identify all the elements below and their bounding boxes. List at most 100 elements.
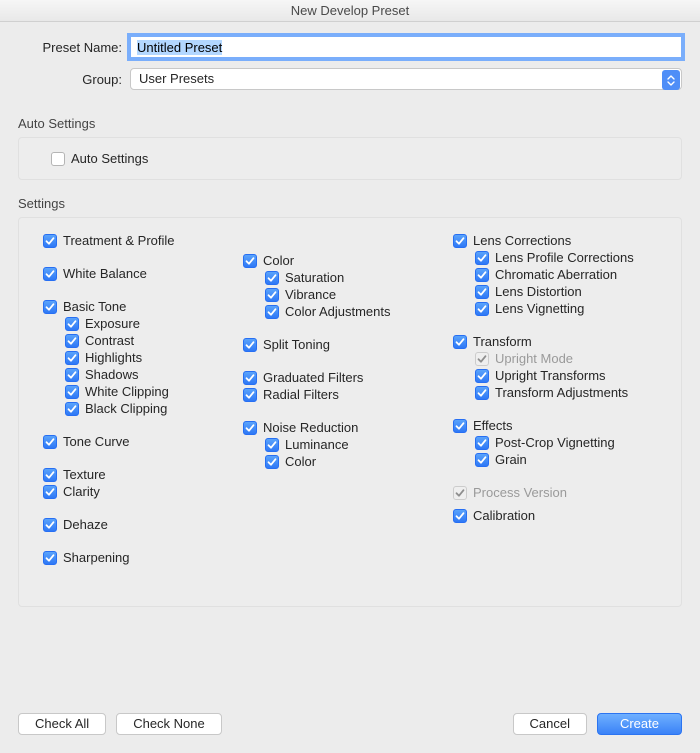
checkbox-row-black_clipping[interactable]: Black Clipping: [43, 400, 243, 417]
spacer: [453, 468, 673, 484]
checkbox-row-radial_filters[interactable]: Radial Filters: [243, 386, 453, 403]
checkbox-exposure[interactable]: [65, 317, 79, 331]
checkbox-row-upright_mode: Upright Mode: [453, 350, 673, 367]
auto-settings-checkbox[interactable]: [51, 152, 65, 166]
checkbox-noise_reduction[interactable]: [243, 421, 257, 435]
checkbox-row-exposure[interactable]: Exposure: [43, 315, 243, 332]
checkbox-row-contrast[interactable]: Contrast: [43, 332, 243, 349]
checkbox-row-calibration[interactable]: Calibration: [453, 507, 673, 524]
checkbox-row-color[interactable]: Color: [243, 252, 453, 269]
checkbox-sharpening[interactable]: [43, 551, 57, 565]
checkbox-basic_tone[interactable]: [43, 300, 57, 314]
settings-column-3: Lens CorrectionsLens Profile Corrections…: [453, 232, 673, 524]
checkbox-saturation[interactable]: [265, 271, 279, 285]
checkbox-lens_profile_corrections[interactable]: [475, 251, 489, 265]
checkbox-label-noise_reduction: Noise Reduction: [263, 419, 358, 436]
checkbox-row-highlights[interactable]: Highlights: [43, 349, 243, 366]
checkbox-label-tone_curve: Tone Curve: [63, 433, 129, 450]
checkbox-lens_distortion[interactable]: [475, 285, 489, 299]
checkbox-row-texture[interactable]: Texture: [43, 466, 243, 483]
checkbox-row-transform_adjustments[interactable]: Transform Adjustments: [453, 384, 673, 401]
group-select[interactable]: User Presets: [130, 68, 682, 90]
checkbox-contrast[interactable]: [65, 334, 79, 348]
spacer: [43, 282, 243, 298]
checkbox-row-post_crop_vignetting[interactable]: Post-Crop Vignetting: [453, 434, 673, 451]
checkbox-grain[interactable]: [475, 453, 489, 467]
checkbox-row-noise_reduction[interactable]: Noise Reduction: [243, 419, 453, 436]
preset-name-input[interactable]: [130, 36, 682, 58]
checkbox-post_crop_vignetting[interactable]: [475, 436, 489, 450]
auto-settings-checkbox-row[interactable]: Auto Settings: [51, 150, 681, 167]
checkbox-black_clipping[interactable]: [65, 402, 79, 416]
checkbox-row-dehaze[interactable]: Dehaze: [43, 516, 243, 533]
checkbox-transform[interactable]: [453, 335, 467, 349]
checkbox-treatment_profile[interactable]: [43, 234, 57, 248]
checkbox-row-sharpening[interactable]: Sharpening: [43, 549, 243, 566]
checkbox-vibrance[interactable]: [265, 288, 279, 302]
checkbox-calibration[interactable]: [453, 509, 467, 523]
checkbox-row-saturation[interactable]: Saturation: [243, 269, 453, 286]
checkbox-label-lens_vignetting: Lens Vignetting: [495, 300, 584, 317]
checkbox-texture[interactable]: [43, 468, 57, 482]
checkbox-upright_transforms[interactable]: [475, 369, 489, 383]
check-none-button[interactable]: Check None: [116, 713, 222, 735]
checkbox-row-transform[interactable]: Transform: [453, 333, 673, 350]
checkbox-row-clarity[interactable]: Clarity: [43, 483, 243, 500]
checkbox-effects[interactable]: [453, 419, 467, 433]
cancel-button[interactable]: Cancel: [513, 713, 587, 735]
checkbox-row-basic_tone[interactable]: Basic Tone: [43, 298, 243, 315]
checkbox-nr_color[interactable]: [265, 455, 279, 469]
checkbox-color_adjustments[interactable]: [265, 305, 279, 319]
settings-heading: Settings: [18, 196, 682, 211]
checkbox-clarity[interactable]: [43, 485, 57, 499]
checkbox-row-grain[interactable]: Grain: [453, 451, 673, 468]
checkbox-radial_filters[interactable]: [243, 388, 257, 402]
checkbox-label-graduated_filters: Graduated Filters: [263, 369, 363, 386]
checkbox-highlights[interactable]: [65, 351, 79, 365]
checkbox-row-nr_luminance[interactable]: Luminance: [243, 436, 453, 453]
check-all-button[interactable]: Check All: [18, 713, 106, 735]
checkbox-shadows[interactable]: [65, 368, 79, 382]
checkbox-row-split_toning[interactable]: Split Toning: [243, 336, 453, 353]
checkbox-white_balance[interactable]: [43, 267, 57, 281]
checkbox-color[interactable]: [243, 254, 257, 268]
settings-group: Settings Treatment & Profile White Balanc…: [18, 196, 682, 607]
checkbox-label-effects: Effects: [473, 417, 513, 434]
checkbox-transform_adjustments[interactable]: [475, 386, 489, 400]
checkbox-row-chromatic_aberration[interactable]: Chromatic Aberration: [453, 266, 673, 283]
checkbox-upright_mode: [475, 352, 489, 366]
checkbox-tone_curve[interactable]: [43, 435, 57, 449]
checkbox-label-black_clipping: Black Clipping: [85, 400, 167, 417]
checkbox-dehaze[interactable]: [43, 518, 57, 532]
checkbox-label-white_balance: White Balance: [63, 265, 147, 282]
auto-settings-panel: Auto Settings: [18, 137, 682, 180]
checkbox-chromatic_aberration[interactable]: [475, 268, 489, 282]
checkbox-row-white_clipping[interactable]: White Clipping: [43, 383, 243, 400]
checkbox-row-nr_color[interactable]: Color: [243, 453, 453, 470]
checkbox-row-upright_transforms[interactable]: Upright Transforms: [453, 367, 673, 384]
checkbox-lens_corrections[interactable]: [453, 234, 467, 248]
checkbox-row-effects[interactable]: Effects: [453, 417, 673, 434]
checkbox-row-shadows[interactable]: Shadows: [43, 366, 243, 383]
checkbox-label-transform: Transform: [473, 333, 532, 350]
checkbox-label-treatment_profile: Treatment & Profile: [63, 232, 175, 249]
checkbox-nr_luminance[interactable]: [265, 438, 279, 452]
checkbox-row-lens_corrections[interactable]: Lens Corrections: [453, 232, 673, 249]
checkbox-row-white_balance[interactable]: White Balance: [43, 265, 243, 282]
create-button[interactable]: Create: [597, 713, 682, 735]
checkbox-graduated_filters[interactable]: [243, 371, 257, 385]
checkbox-row-color_adjustments[interactable]: Color Adjustments: [243, 303, 453, 320]
checkbox-row-graduated_filters[interactable]: Graduated Filters: [243, 369, 453, 386]
spacer: [43, 417, 243, 433]
checkbox-label-texture: Texture: [63, 466, 106, 483]
checkbox-row-treatment_profile[interactable]: Treatment & Profile: [43, 232, 243, 249]
checkbox-row-lens_distortion[interactable]: Lens Distortion: [453, 283, 673, 300]
checkbox-row-lens_vignetting[interactable]: Lens Vignetting: [453, 300, 673, 317]
checkbox-row-vibrance[interactable]: Vibrance: [243, 286, 453, 303]
checkbox-row-tone_curve[interactable]: Tone Curve: [43, 433, 243, 450]
checkbox-white_clipping[interactable]: [65, 385, 79, 399]
checkbox-split_toning[interactable]: [243, 338, 257, 352]
checkbox-label-vibrance: Vibrance: [285, 286, 336, 303]
checkbox-row-lens_profile_corrections[interactable]: Lens Profile Corrections: [453, 249, 673, 266]
checkbox-lens_vignetting[interactable]: [475, 302, 489, 316]
